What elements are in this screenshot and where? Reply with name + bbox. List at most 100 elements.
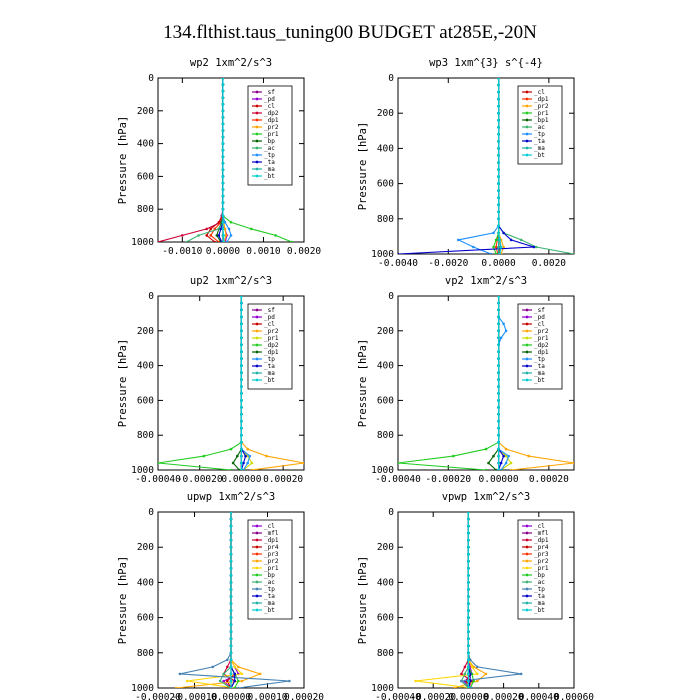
legend-marker	[525, 329, 529, 333]
series-line	[158, 296, 242, 470]
series-point	[240, 336, 243, 340]
series-point	[217, 240, 221, 242]
y-axis-label: Pressure [hPa]	[117, 556, 129, 645]
legend-label: _bp	[264, 138, 275, 145]
series-point	[229, 686, 233, 688]
legend-label: _tp	[264, 356, 275, 363]
series-point	[185, 240, 188, 242]
y-tick-label: 0	[148, 291, 154, 302]
series-point	[226, 679, 229, 683]
series-point	[233, 665, 236, 669]
legend-label: _ac	[264, 145, 275, 152]
panel-title: vp2 1xm^2/s^3	[445, 275, 527, 287]
legend-marker	[255, 587, 259, 591]
y-tick-label: 400	[137, 577, 154, 588]
legend-marker	[255, 538, 259, 542]
y-tick-label: 600	[137, 171, 154, 182]
series-group	[158, 78, 294, 242]
series-point	[460, 679, 463, 683]
series-point	[178, 672, 182, 676]
legend-box	[517, 303, 563, 390]
legend-marker	[525, 378, 529, 382]
series-point	[229, 602, 233, 605]
legend-label: _ma	[534, 145, 545, 152]
x-tick-label: 0.00020	[263, 474, 303, 485]
y-axis-label: Pressure [hPa]	[357, 556, 369, 645]
series-point	[497, 78, 500, 80]
legend-label: _pr3	[264, 551, 279, 558]
series-point	[504, 447, 508, 451]
legend-marker	[525, 601, 529, 605]
series-point	[519, 238, 523, 242]
legend-marker	[525, 364, 529, 368]
legend-label: _dp1	[264, 537, 279, 544]
series-point	[497, 426, 500, 430]
series-point	[229, 538, 233, 542]
series-point	[229, 616, 233, 619]
legend-label: _pr2	[264, 558, 279, 565]
series-point	[221, 221, 225, 224]
y-tick-label: 1000	[131, 465, 154, 476]
series-point	[229, 630, 233, 633]
series-point	[494, 245, 498, 249]
series-point	[467, 581, 470, 584]
series-point	[497, 413, 500, 416]
series-point	[217, 227, 221, 231]
x-tick-label: 0.00010	[247, 692, 287, 700]
y-tick-label: 0	[148, 507, 154, 518]
legend-label: _ta	[534, 593, 545, 600]
series-point	[497, 196, 500, 199]
series-point	[467, 616, 470, 619]
series-point	[229, 574, 233, 577]
legend-label: _cl	[264, 321, 275, 328]
legend-marker	[255, 364, 259, 368]
series-point	[509, 461, 513, 465]
series-point	[246, 447, 249, 451]
series-point	[468, 672, 472, 676]
series-point	[237, 679, 240, 683]
series-point	[209, 234, 212, 237]
series-line	[487, 296, 500, 470]
chart-panel: wp2 1xm^2/s^3 Pressure [hPa] 0 200 400 600 800…	[117, 57, 321, 257]
series-point	[211, 665, 215, 669]
series-point	[223, 221, 227, 224]
legend-label: _dp2	[264, 342, 279, 349]
y-tick-label: 200	[377, 542, 394, 553]
x-tick-label: -0.0020	[428, 258, 468, 269]
series-point	[229, 567, 233, 570]
series-point	[467, 545, 470, 549]
series-point	[221, 109, 225, 113]
series-point	[497, 371, 500, 374]
legend-marker	[255, 580, 259, 584]
legend-marker	[255, 90, 259, 94]
legend-label: _bt	[534, 607, 545, 614]
x-tick-label: -0.00010	[172, 692, 218, 700]
legend-marker	[525, 552, 529, 556]
series-point	[240, 322, 243, 326]
series-point	[225, 240, 229, 242]
series-point	[497, 461, 500, 465]
y-tick-label: 800	[137, 204, 154, 215]
series-point	[250, 468, 254, 470]
series-point	[492, 245, 495, 249]
legend-label: _tp	[264, 152, 275, 159]
series-point	[494, 252, 498, 254]
series-point	[467, 630, 470, 633]
legend-label: _dp1	[534, 96, 549, 103]
y-tick-label: 200	[137, 106, 154, 117]
series-point	[240, 440, 243, 444]
series-point	[498, 238, 502, 242]
series-point	[221, 142, 225, 145]
legend-label: _sf	[264, 307, 275, 314]
y-tick-label: 1000	[131, 237, 154, 248]
series-point	[497, 189, 500, 192]
series-point	[240, 329, 243, 333]
legend-label: _pr1	[264, 335, 279, 342]
series-point	[487, 461, 490, 465]
series-point	[209, 227, 212, 231]
legend-marker	[255, 97, 259, 101]
series-point	[240, 679, 244, 683]
series-point	[229, 623, 233, 626]
series-line	[398, 296, 500, 470]
series-point	[229, 588, 233, 591]
